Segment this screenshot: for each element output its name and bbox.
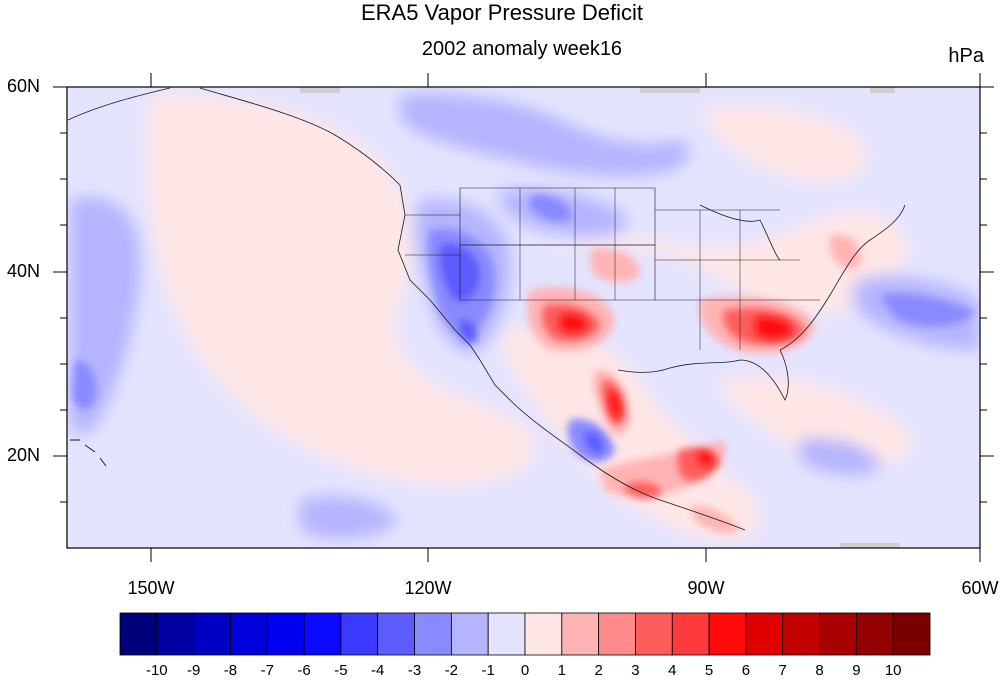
colorbar-swatch bbox=[303, 612, 342, 656]
lat-label-40n: 40N bbox=[6, 261, 40, 281]
colorbar-swatch bbox=[340, 612, 379, 656]
colorbar-tick-label: 10 bbox=[884, 662, 902, 679]
colorbar-tick-label: 3 bbox=[631, 662, 640, 679]
colorbar-swatch bbox=[782, 612, 820, 656]
colorbar-tick-label: 4 bbox=[668, 662, 677, 679]
colorbar bbox=[119, 612, 931, 656]
coastline-outlines bbox=[67, 87, 906, 531]
colorbar-tick-label: 8 bbox=[815, 662, 824, 679]
colorbar-tick-label: 9 bbox=[852, 662, 861, 679]
lon-label-60w: 60W bbox=[961, 578, 999, 598]
colorbar-tick-label: 5 bbox=[704, 662, 714, 679]
colorbar-tick-label: 2 bbox=[594, 662, 603, 679]
colorbar-tick-label: -4 bbox=[371, 662, 385, 679]
colorbar-tick-label: -3 bbox=[407, 662, 422, 679]
colorbar-swatch bbox=[414, 612, 452, 656]
colorbar-swatch bbox=[230, 612, 268, 656]
lat-label-60n: 60N bbox=[6, 76, 40, 96]
colorbar-tick-label: 6 bbox=[741, 662, 751, 679]
colorbar-swatch bbox=[671, 612, 710, 656]
colorbar-swatch bbox=[266, 612, 305, 656]
colorbar-swatch bbox=[119, 612, 158, 656]
colorbar-swatch bbox=[487, 612, 526, 656]
colorbar-tick-label: -5 bbox=[334, 662, 348, 679]
colorbar-tick-label: -1 bbox=[481, 662, 495, 679]
colorbar-tick-label: -8 bbox=[223, 662, 238, 679]
colorbar-tick-label: -7 bbox=[260, 662, 274, 679]
colorbar-tick-label: -6 bbox=[297, 662, 311, 679]
colorbar-tick-label: 1 bbox=[557, 662, 566, 679]
colorbar-swatch bbox=[635, 612, 673, 656]
colorbar-swatch bbox=[598, 612, 636, 656]
colorbar-swatch bbox=[156, 612, 195, 656]
colorbar-swatch bbox=[377, 612, 415, 656]
colorbar-swatch bbox=[819, 612, 857, 656]
lat-label-20n: 20N bbox=[6, 445, 40, 465]
colorbar-tick-label: -10 bbox=[145, 662, 168, 679]
colorbar-tick-label: 7 bbox=[778, 662, 787, 679]
figure-title: ERA5 Vapor Pressure Deficit bbox=[360, 0, 644, 25]
anomaly-field bbox=[67, 87, 980, 548]
colorbar-swatch bbox=[561, 612, 600, 656]
colorbar-swatch bbox=[193, 612, 231, 656]
lon-label-150w: 150W bbox=[127, 578, 175, 598]
colorbar-tick-label: 0 bbox=[520, 662, 530, 679]
lon-label-120w: 120W bbox=[404, 578, 452, 598]
colorbar-tick-label: -9 bbox=[186, 662, 201, 679]
colorbar-tick-label: -2 bbox=[444, 662, 459, 679]
axis-ticks bbox=[53, 73, 994, 562]
colorbar-swatch bbox=[892, 612, 931, 656]
units-label: hPa bbox=[948, 45, 984, 67]
colorbar-swatch bbox=[524, 612, 563, 656]
colorbar-swatch bbox=[708, 612, 747, 656]
colorbar-swatch bbox=[450, 612, 489, 656]
lon-label-90w: 90W bbox=[687, 578, 725, 598]
figure-subtitle: 2002 anomaly week16 bbox=[421, 38, 623, 60]
colorbar-swatch bbox=[855, 612, 894, 656]
colorbar-swatch bbox=[745, 612, 784, 656]
